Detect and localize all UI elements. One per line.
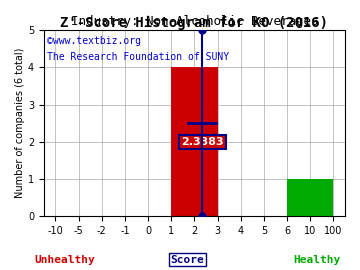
Text: The Research Foundation of SUNY: The Research Foundation of SUNY: [47, 52, 229, 62]
Bar: [310, 179, 333, 216]
Text: Unhealthy: Unhealthy: [35, 255, 95, 265]
Text: Score: Score: [170, 255, 204, 265]
Text: Healthy: Healthy: [293, 255, 341, 265]
Text: ©www.textbiz.org: ©www.textbiz.org: [47, 36, 141, 46]
Text: Industry: Non-Alcoholic Beverages: Industry: Non-Alcoholic Beverages: [71, 15, 318, 28]
Title: Z'-Score Histogram for KO (2016): Z'-Score Histogram for KO (2016): [60, 16, 328, 30]
Y-axis label: Number of companies (6 total): Number of companies (6 total): [15, 48, 25, 198]
Text: 2.3383: 2.3383: [181, 137, 224, 147]
Bar: [287, 179, 310, 216]
Bar: [171, 67, 217, 216]
